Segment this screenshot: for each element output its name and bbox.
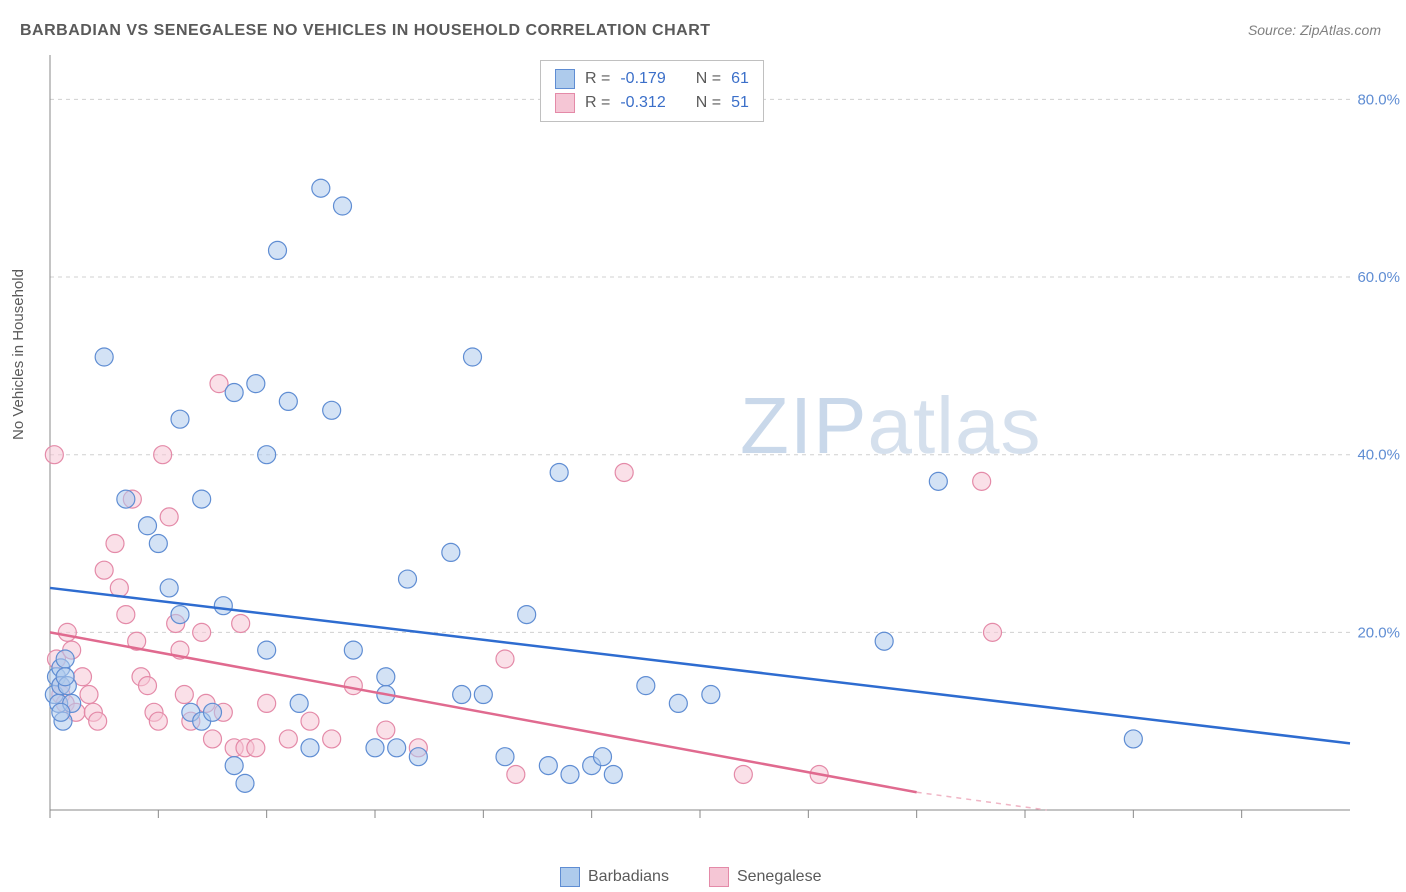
n-label: N = <box>696 94 721 112</box>
n-value: 61 <box>731 70 749 88</box>
legend-item: Barbadians <box>560 867 669 887</box>
r-label: R = <box>585 94 610 112</box>
svg-text:60.0%: 60.0% <box>1357 269 1400 286</box>
r-value: -0.179 <box>620 70 665 88</box>
swatch-icon <box>555 93 575 113</box>
legend-item: Senegalese <box>709 867 822 887</box>
stats-box: R = -0.179 N = 61 R = -0.312 N = 51 <box>540 60 764 122</box>
swatch-icon <box>709 867 729 887</box>
swatch-icon <box>560 867 580 887</box>
swatch-icon <box>555 69 575 89</box>
legend: Barbadians Senegalese <box>560 867 821 887</box>
legend-label: Barbadians <box>588 868 669 886</box>
r-label: R = <box>585 70 610 88</box>
stats-row: R = -0.179 N = 61 <box>555 67 749 91</box>
r-value: -0.312 <box>620 94 665 112</box>
svg-text:40.0%: 40.0% <box>1357 447 1400 464</box>
scatter-chart: 20.0% 40.0% 60.0% 80.0% <box>0 0 1406 892</box>
n-label: N = <box>696 70 721 88</box>
svg-text:80.0%: 80.0% <box>1357 91 1400 108</box>
legend-label: Senegalese <box>737 868 822 886</box>
svg-text:20.0%: 20.0% <box>1357 624 1400 641</box>
stats-row: R = -0.312 N = 51 <box>555 91 749 115</box>
n-value: 51 <box>731 94 749 112</box>
